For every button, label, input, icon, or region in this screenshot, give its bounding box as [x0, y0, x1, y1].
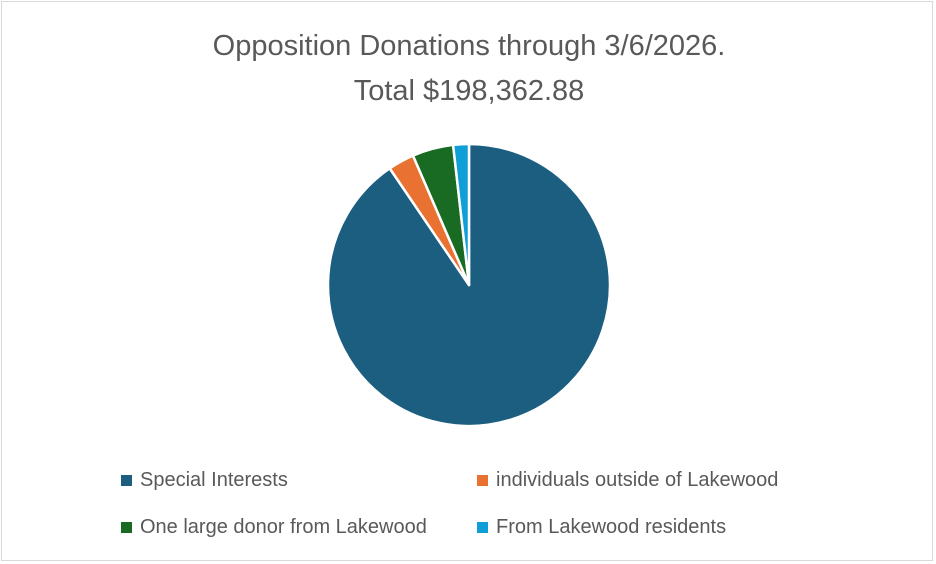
legend-swatch-lakewood-residents [477, 521, 488, 533]
legend-swatch-special-interests [121, 474, 132, 486]
legend-swatch-one-large-donor [121, 521, 132, 533]
legend-label-lakewood-residents: From Lakewood residents [496, 515, 727, 538]
legend-label-special-interests: Special Interests [140, 468, 288, 491]
legend-label-one-large-donor: One large donor from Lakewood [140, 515, 427, 538]
chart-subtitle: Total $198,362.88 [353, 75, 585, 107]
legend-item-individuals-outside-lakewood: individuals outside of Lakewood [477, 468, 778, 492]
legend-item-lakewood-residents: From Lakewood residents [477, 515, 726, 539]
legend-label-individuals-outside-lakewood: individuals outside of Lakewood [496, 468, 779, 491]
legend-swatch-individuals-outside-lakewood [477, 474, 488, 486]
legend-item-special-interests: Special Interests [121, 468, 288, 492]
legend-item-one-large-donor: One large donor from Lakewood [121, 515, 427, 539]
pie-slice-lakewood-residents [451, 142, 471, 287]
chart-title: Opposition Donations through 3/6/2026. [212, 30, 726, 62]
